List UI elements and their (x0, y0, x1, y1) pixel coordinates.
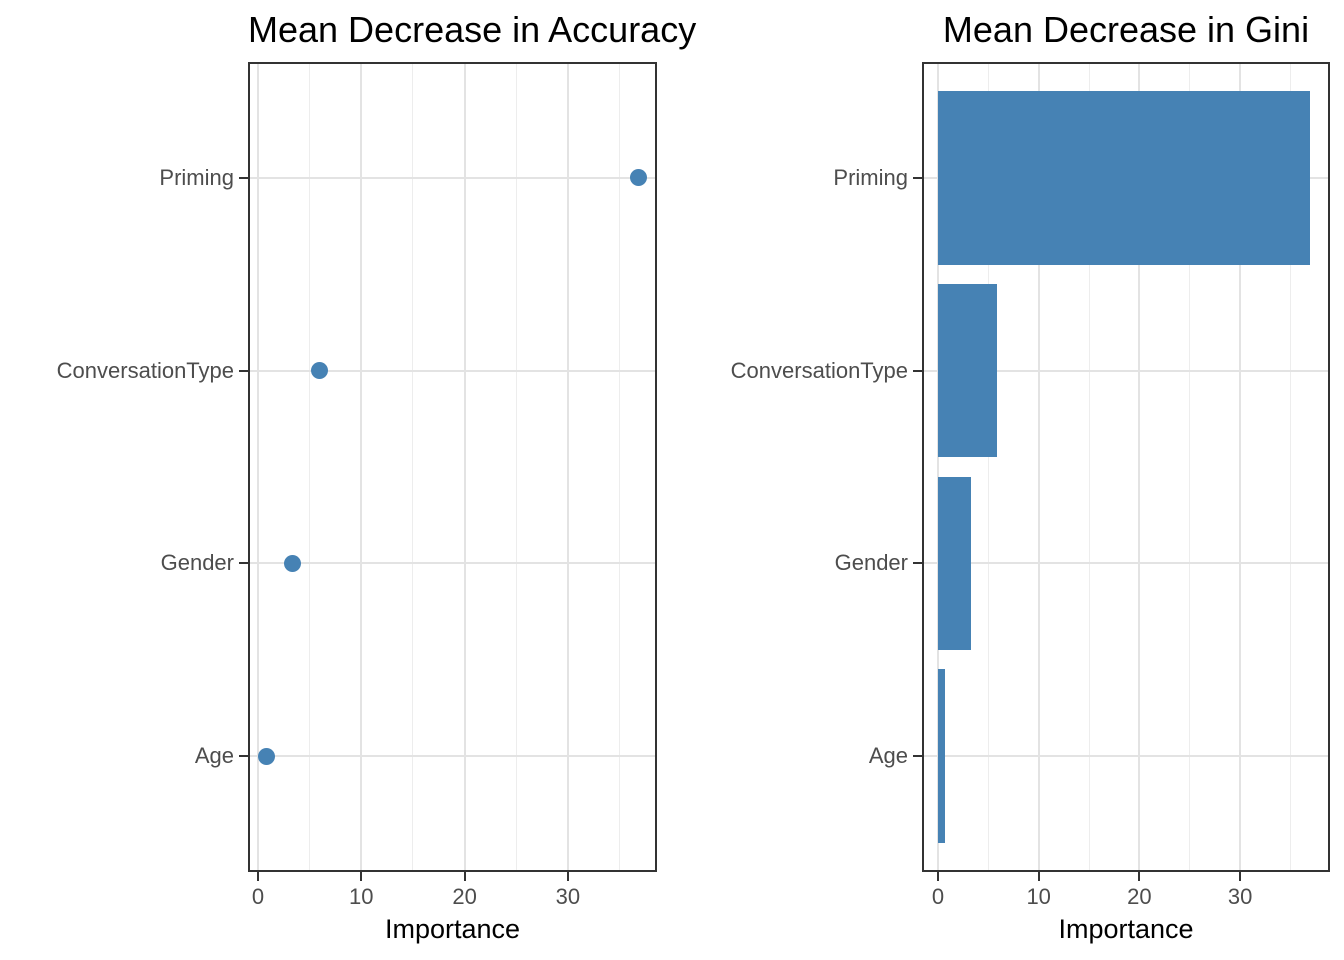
y-axis-tick (913, 562, 922, 565)
y-axis-tick (239, 176, 248, 179)
x-axis-tick (1037, 872, 1040, 881)
grid-minor-line (1189, 64, 1191, 870)
grid-major-line (566, 64, 569, 870)
grid-minor-line (309, 64, 311, 870)
gini-x-axis-title: Importance (1058, 914, 1194, 944)
accuracy-plot-title: Mean Decrease in Accuracy (248, 9, 697, 50)
importance-dot (283, 554, 301, 572)
x-axis-tick (463, 872, 466, 881)
importance-bar (938, 283, 998, 458)
importance-bar (938, 476, 972, 651)
grid-major-line (937, 64, 939, 870)
x-axis-tick (566, 872, 569, 881)
grid-major-line (250, 176, 655, 179)
y-axis-tick (239, 562, 248, 565)
x-axis-tick (360, 872, 363, 881)
grid-minor-line (1289, 64, 1291, 870)
y-axis-tick (913, 369, 922, 372)
y-category-label: Age (868, 743, 908, 769)
grid-major-line (924, 755, 1328, 758)
y-axis-tick (913, 176, 922, 179)
x-axis-tick (1138, 872, 1141, 881)
importance-dot (311, 362, 329, 380)
importance-bar (938, 669, 946, 843)
x-tick-label: 0 (931, 884, 945, 909)
gini-plot-title: Mean Decrease in Gini (942, 9, 1310, 50)
grid-minor-line (515, 64, 517, 870)
grid-major-line (1239, 64, 1242, 870)
grid-minor-line (412, 64, 414, 870)
x-tick-label: 30 (555, 884, 581, 909)
y-axis-tick (239, 755, 248, 758)
x-axis-tick (1239, 872, 1242, 881)
x-axis-tick (937, 872, 939, 881)
x-tick-label: 20 (1127, 884, 1152, 909)
grid-major-line (360, 64, 363, 870)
y-category-label: Gender (160, 550, 234, 576)
grid-major-line (250, 369, 655, 372)
importance-dot (629, 169, 647, 187)
grid-minor-line (619, 64, 620, 870)
y-category-label: Priming (833, 164, 908, 190)
y-category-label: Gender (834, 550, 908, 576)
importance-dot (257, 747, 275, 765)
grid-minor-line (1088, 64, 1090, 870)
y-category-label: ConversationType (56, 357, 234, 383)
grid-major-line (250, 562, 655, 565)
grid-major-line (1037, 64, 1040, 870)
x-tick-label: 10 (349, 884, 374, 909)
x-tick-label: 20 (452, 884, 477, 909)
importance-bar (938, 90, 1310, 265)
y-category-label: ConversationType (730, 357, 908, 383)
grid-major-line (250, 755, 655, 758)
grid-major-line (924, 369, 1328, 372)
y-category-label: Age (194, 743, 234, 769)
accuracy-panel (248, 62, 657, 872)
y-axis-tick (913, 755, 922, 758)
x-tick-label: 0 (251, 884, 265, 909)
grid-major-line (924, 562, 1328, 565)
grid-major-line (257, 64, 260, 870)
x-axis-tick (257, 872, 260, 881)
gini-panel (922, 62, 1330, 872)
grid-minor-line (987, 64, 989, 870)
grid-major-line (463, 64, 466, 870)
y-category-label: Priming (159, 164, 234, 190)
x-tick-label: 10 (1026, 884, 1051, 909)
x-tick-label: 30 (1227, 884, 1253, 909)
grid-major-line (1138, 64, 1141, 870)
y-axis-tick (239, 369, 248, 372)
accuracy-x-axis-title: Importance (384, 914, 521, 944)
